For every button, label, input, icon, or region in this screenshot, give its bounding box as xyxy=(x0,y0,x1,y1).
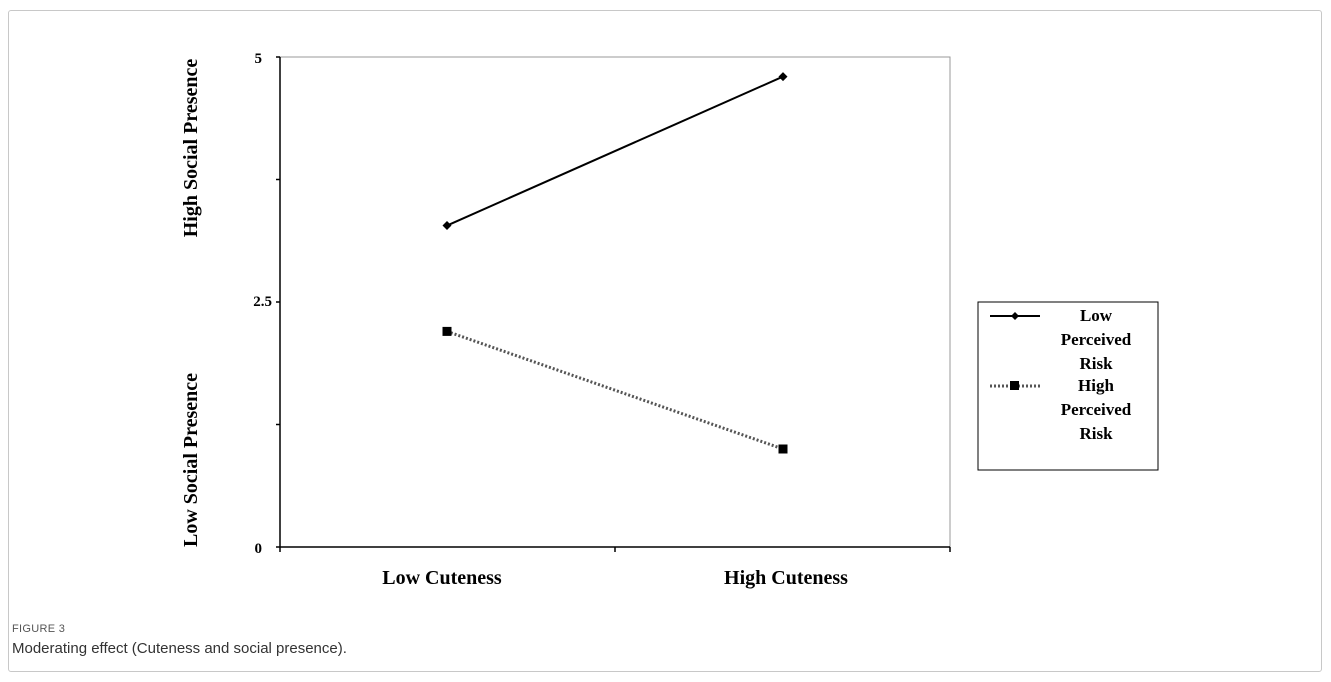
point-high-risk-low-cuteness xyxy=(442,326,452,336)
legend-label-low-risk-1: Low xyxy=(1080,306,1113,325)
svg-text:High Social Presence: High Social Presence xyxy=(180,59,202,238)
legend: Low Perceived Risk High Perceived Risk xyxy=(977,301,1159,471)
legend-label-high-risk-1: High xyxy=(1078,376,1114,395)
legend-label-high-risk-2: Perceived xyxy=(1061,400,1132,419)
series-line-high-perceived-risk xyxy=(446,329,784,451)
point-high-risk-high-cuteness xyxy=(778,444,788,454)
legend-marker-high-risk xyxy=(1010,381,1019,390)
y-tick-label-2.5: 2.5 xyxy=(253,294,272,310)
y-tick-label-0: 0 xyxy=(255,541,263,557)
figure-label: FIGURE 3 xyxy=(12,623,66,635)
x-tick-label-high-cuteness: High Cuteness xyxy=(724,567,848,589)
y-note-low: Low Social Presence xyxy=(180,373,202,547)
series-line-low-perceived-risk xyxy=(446,75,784,227)
legend-marker-low-risk xyxy=(1011,312,1019,320)
legend-label-low-risk-2: Perceived xyxy=(1061,330,1132,349)
legend-box xyxy=(977,301,1159,471)
point-low-risk-high-cuteness xyxy=(778,72,788,82)
figure-caption: Moderating effect (Cuteness and social p… xyxy=(12,640,347,657)
x-tick-label-low-cuteness: Low Cuteness xyxy=(382,567,502,589)
y-tick-label-5: 5 xyxy=(255,51,263,67)
legend-label-high-risk-3: Risk xyxy=(1079,424,1113,443)
plot-frame xyxy=(279,56,951,548)
svg-text:Low Social Presence: Low Social Presence xyxy=(180,373,202,547)
legend-label-low-risk-3: Risk xyxy=(1079,354,1113,373)
y-note-high: High Social Presence xyxy=(180,59,202,238)
point-low-risk-low-cuteness xyxy=(442,221,452,231)
